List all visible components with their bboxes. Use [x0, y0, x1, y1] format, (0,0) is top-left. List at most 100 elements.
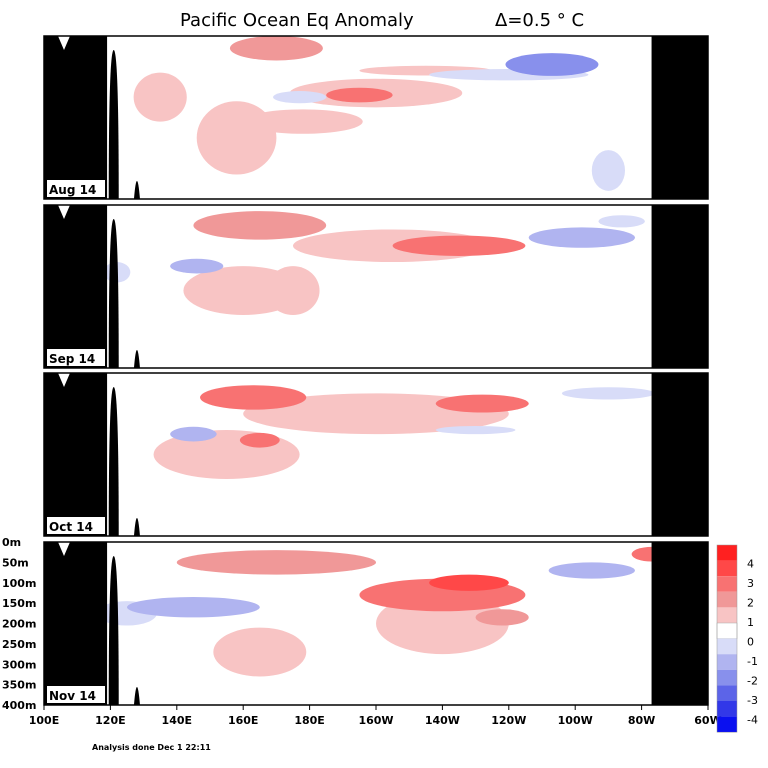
colorbar-swatch-6 — [717, 638, 737, 655]
island-spike-1 — [108, 556, 119, 705]
land-notch — [58, 373, 70, 387]
anomaly-cool-5 — [126, 597, 260, 618]
anomaly-warm-9 — [429, 574, 509, 591]
anomaly-warm-5 — [193, 211, 327, 240]
anomaly-cool-4 — [170, 426, 217, 442]
x-tick-100W: 100W — [558, 714, 593, 727]
colorbar-swatch-8 — [717, 669, 737, 686]
anomaly-warm-9 — [326, 87, 393, 103]
island-spike-2 — [133, 687, 140, 705]
colorbar-frame — [716, 544, 738, 733]
land-notch — [58, 542, 70, 556]
depth-axis: 0m 50m 100m 150m 200m 250m 300m 350m 400m — [2, 536, 36, 712]
y-tick-50m: 50m — [2, 556, 29, 569]
colorbar-label--1: -1 — [747, 655, 758, 668]
colorbar-label--4: -4 — [747, 714, 758, 727]
panel-sep-14: Sep 14 — [43, 204, 709, 369]
anomaly-warm-6 — [435, 394, 529, 413]
anomaly-cool-3 — [561, 387, 655, 400]
colorbar-label-4: 4 — [747, 558, 754, 571]
colorbar-swatch-1 — [717, 560, 737, 577]
colorbar-swatch-3 — [717, 591, 737, 608]
anomaly-warm-7 — [239, 432, 280, 448]
island-spike-1 — [108, 219, 119, 368]
anomaly-cool-7 — [528, 227, 635, 248]
anomaly-warm-4 — [475, 609, 529, 626]
y-tick-100m: 100m — [2, 577, 36, 590]
y-tick-0m: 0m — [2, 536, 21, 549]
land-east — [651, 373, 708, 536]
panel-oct-14: Oct 14 — [43, 372, 709, 537]
colorbar-swatch-4 — [717, 607, 737, 623]
anomaly-cool-10 — [505, 53, 599, 76]
land-west — [44, 542, 108, 705]
x-tick-140W: 140W — [425, 714, 460, 727]
anomaly-warm-4 — [133, 72, 187, 122]
colorbar-swatch-5 — [716, 622, 738, 639]
panel-label-box — [47, 180, 105, 197]
colorbar-label-1: 1 — [747, 616, 754, 629]
panel-frame — [43, 204, 709, 369]
colorbar: 4 3 2 1 0 -1 -2 -3 -4 — [716, 544, 758, 733]
analysis-footer: Analysis done Dec 1 22:11 — [92, 743, 211, 752]
y-tick-350m: 350m — [2, 679, 36, 692]
panel-label-box — [47, 686, 105, 703]
y-tick-150m: 150m — [2, 597, 36, 610]
x-tick-160E: 160E — [228, 714, 258, 727]
colorbar-swatch-11 — [717, 716, 737, 733]
colorbar-swatch-0 — [717, 545, 737, 561]
island-spike-2 — [133, 181, 140, 199]
anomaly-warm-1 — [213, 627, 307, 677]
anomaly-warm-5 — [200, 385, 307, 410]
y-tick-200m: 200m — [2, 618, 36, 631]
land-east — [651, 205, 708, 368]
land-east — [651, 36, 708, 199]
island-spike-2 — [133, 350, 140, 368]
land-west — [44, 373, 108, 536]
land-west — [44, 205, 108, 368]
y-tick-400m: 400m — [2, 699, 36, 712]
anomaly-cool-6 — [548, 562, 635, 579]
anomaly-cool-7 — [591, 150, 626, 191]
panel-nov-14: Nov 14 — [43, 541, 709, 706]
y-tick-300m: 300m — [2, 658, 36, 671]
colorbar-label-3: 3 — [747, 577, 754, 590]
anomaly-warm-3 — [196, 101, 277, 175]
x-tick-120E: 120E — [95, 714, 125, 727]
land-west — [44, 36, 108, 199]
colorbar-swatch-2 — [717, 576, 737, 592]
panel-label-box — [47, 517, 105, 534]
anomaly-warm-8 — [229, 36, 323, 61]
panel-label-box — [47, 349, 105, 366]
panel-frame — [43, 372, 709, 537]
colorbar-swatch-10 — [717, 701, 737, 717]
panel-label: Aug 14 — [49, 183, 96, 197]
panel-aug-14: Aug 14 — [43, 35, 709, 200]
anomaly-cool-5 — [273, 91, 327, 104]
contour-interval-label: Δ=0.5 ° C — [495, 10, 584, 31]
y-tick-250m: 250m — [2, 638, 36, 651]
land-notch — [58, 36, 70, 50]
island-spike-1 — [108, 50, 119, 199]
anomaly-cool-6 — [170, 258, 224, 274]
anomaly-cool-4 — [598, 215, 645, 228]
colorbar-swatch-9 — [717, 685, 737, 701]
panel-label: Sep 14 — [49, 352, 95, 366]
x-tick-60W: 60W — [694, 714, 721, 727]
panels-group: Aug 14 Sep 14 Oct 14 Nov 14 — [43, 35, 709, 706]
panel-label: Oct 14 — [49, 520, 93, 534]
x-tick-140E: 140E — [162, 714, 192, 727]
x-tick-180E: 180E — [294, 714, 324, 727]
land-east — [651, 542, 708, 705]
x-tick-120W: 120W — [491, 714, 526, 727]
anomaly-warm-2 — [266, 266, 320, 316]
anomaly-warm-8 — [392, 235, 526, 256]
colorbar-swatch-7 — [717, 654, 737, 670]
x-tick-160W: 160W — [358, 714, 393, 727]
colorbar-label-0: 0 — [747, 636, 754, 649]
panel-frame — [43, 35, 709, 200]
chart-title: Pacific Ocean Eq Anomaly — [180, 10, 414, 31]
longitude-axis: 100E 120E 140E 160E 180E 160W 140W 120W 100W 80W 6… — [29, 705, 722, 727]
anomaly-warm-3 — [176, 550, 376, 575]
